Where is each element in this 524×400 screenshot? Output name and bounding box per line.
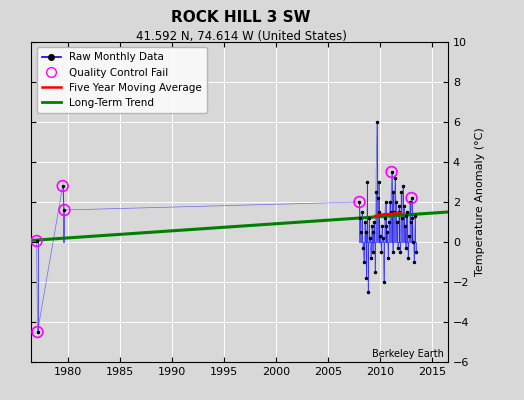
Legend: Raw Monthly Data, Quality Control Fail, Five Year Moving Average, Long-Term Tren: Raw Monthly Data, Quality Control Fail, … (37, 47, 207, 113)
Point (355, 199, 364, 205)
Point (34, 329, 42, 335)
Y-axis label: Temperature Anomaly (°C): Temperature Anomaly (°C) (475, 128, 485, 276)
Point (387, 169, 396, 175)
Point (407, 195, 416, 201)
Point (59, 183, 67, 189)
Text: ROCK HILL 3 SW: ROCK HILL 3 SW (171, 10, 311, 25)
Text: 41.592 N, 74.614 W (United States): 41.592 N, 74.614 W (United States) (136, 30, 346, 43)
Point (32, 238, 41, 244)
Text: Berkeley Earth: Berkeley Earth (372, 349, 444, 359)
Point (60, 207, 69, 213)
